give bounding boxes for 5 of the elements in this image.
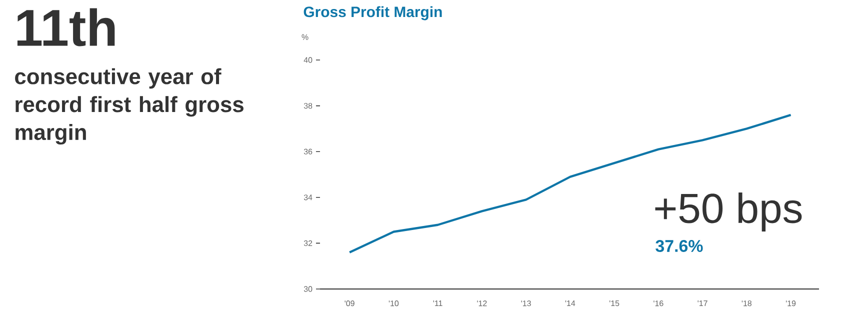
annotation: +50 bps: [655, 192, 802, 232]
text: consecutive year of record first half gross margin: [15, 68, 244, 145]
chart-title: Gross Profit Margin: [304, 6, 442, 20]
annotation: 37.6%: [656, 240, 703, 252]
text: 11th: [17, 8, 115, 46]
